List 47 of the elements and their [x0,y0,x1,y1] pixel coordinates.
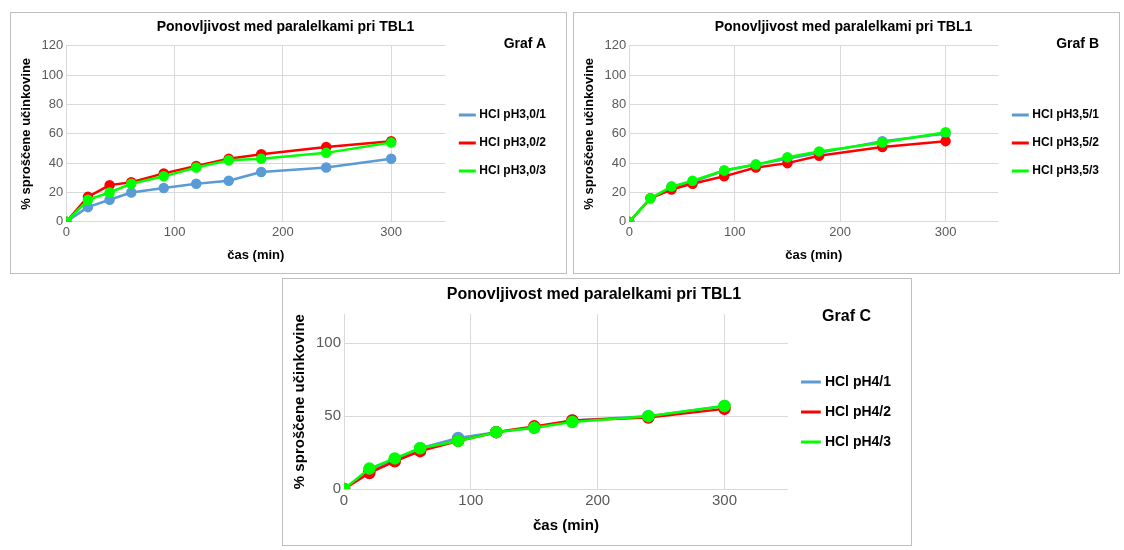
x-tick-label: 100 [723,224,746,240]
text: Graf A [503,35,546,51]
y-tick-label: 80 [611,96,627,112]
x-tick-label: 200 [272,224,294,240]
y-tick-label: 0 [56,213,64,229]
x-tick-label: 200 [585,491,611,509]
x-axis-title: čas (min) [533,516,599,534]
text: Graf B [1056,35,1099,51]
y-tick-label: 100 [41,66,64,82]
y-tick-label: 20 [48,184,64,200]
x-axis-title: čas (min) [227,246,285,262]
y-tick-label: 20 [611,184,627,200]
y-tick-label: 40 [611,154,627,170]
y-tick-label: 0 [332,479,342,497]
x-tick-label: 200 [829,224,852,240]
legend-label: HCl pH3,0/3 [479,163,547,178]
legend-label: HCl pH4/1 [824,372,892,389]
x-tick-label: 100 [163,224,186,240]
y-tick-label: 50 [324,406,342,424]
y-tick-label: 100 [604,66,627,82]
x-tick-label: 300 [934,224,957,240]
y-axis-title: % sproščene učinkovine [18,57,34,210]
legend-label: HCl pH3,0/1 [479,107,547,122]
y-tick-label: 120 [41,37,64,53]
y-axis-title: % sproščene učinkovine [581,57,597,210]
y-axis-title: % sproščene učinkovine [290,314,308,490]
y-tick-label: 60 [48,125,64,141]
chart-title: Ponovljivost med paralelkami pri TBL1 [446,285,742,303]
legend-label: HCl pH4/2 [824,402,892,419]
legend-label: HCl pH4/3 [824,432,892,449]
x-tick-label: 100 [458,491,484,509]
y-tick-label: 120 [604,37,627,53]
legend-label: HCl pH3,5/2 [1032,135,1100,150]
chart-title: Ponovljivost med paralelkami pri TBL1 [714,18,973,35]
legend-label: HCl pH3,5/3 [1032,163,1100,178]
y-tick-label: 60 [611,125,627,141]
x-tick-label: 300 [711,491,737,509]
x-axis-title: čas (min) [785,246,843,262]
y-tick-label: 0 [619,213,627,229]
y-tick-label: 40 [48,154,64,170]
x-tick-label: 300 [380,224,403,240]
legend-label: HCl pH3,5/1 [1032,107,1100,122]
legend-label: HCl pH3,0/2 [479,135,547,150]
y-tick-label: 100 [316,333,342,351]
text: Graf C [822,307,871,325]
y-tick-label: 80 [48,96,64,112]
chart-title: Ponovljivost med paralelkami pri TBL1 [156,18,415,35]
